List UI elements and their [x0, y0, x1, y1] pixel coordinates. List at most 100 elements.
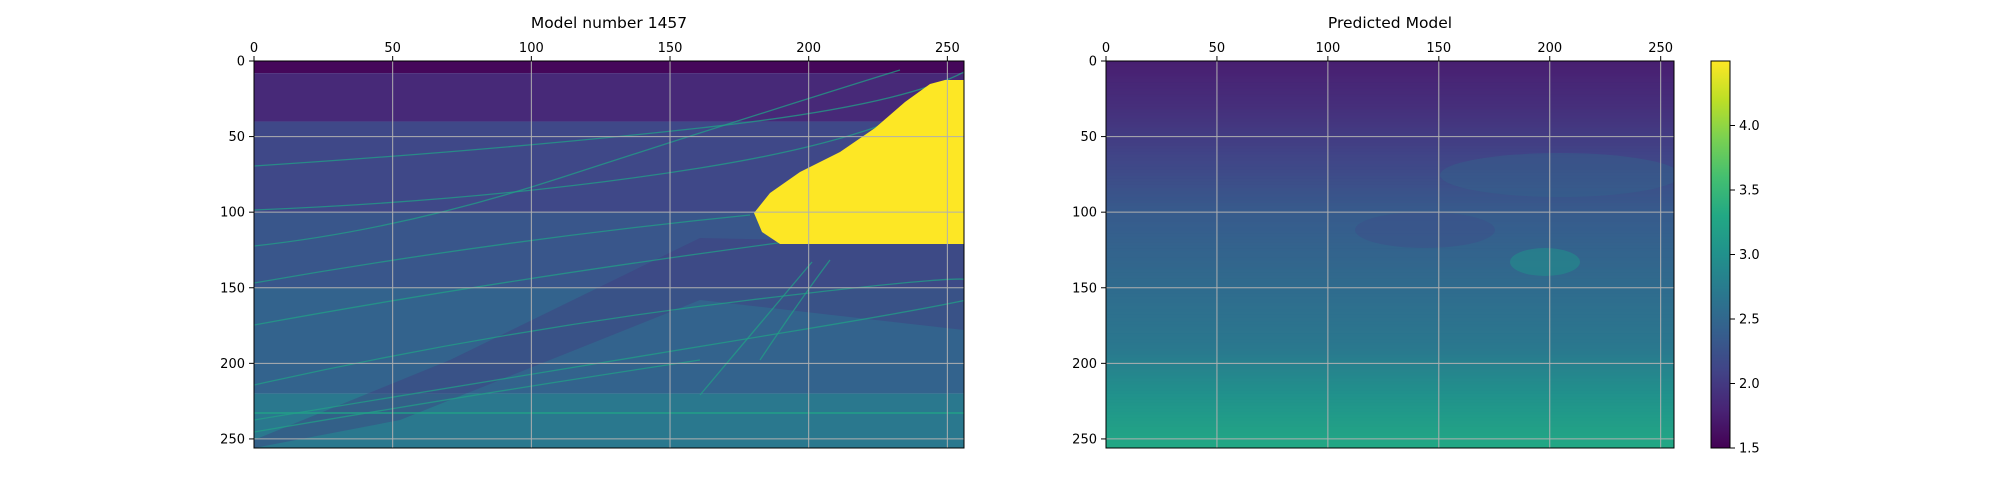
predicted-band — [1106, 230, 1674, 234]
predicted-band — [1106, 142, 1674, 147]
predicted-band — [1106, 178, 1674, 183]
reflector-line — [254, 219, 964, 326]
predicted-band — [1106, 339, 1674, 343]
colorbar-tick-label: 3.0 — [1739, 248, 1760, 263]
reflector-line — [254, 69, 901, 247]
predicted-model-tick-label-x: 250 — [1648, 41, 1673, 56]
predicted-band — [1106, 360, 1674, 364]
predicted-anomaly — [1355, 212, 1495, 248]
predicted-band — [1106, 336, 1674, 340]
predicted-band — [1106, 281, 1674, 286]
predicted-band — [1106, 333, 1674, 337]
predicted-band — [1106, 76, 1674, 80]
predicted-band — [1106, 121, 1674, 126]
predicted-band — [1106, 248, 1674, 253]
predicted-anomaly — [1440, 153, 1674, 197]
predicted-band — [1106, 375, 1674, 380]
predicted-band — [1106, 151, 1674, 156]
predicted-model-tick-label-y: 50 — [1080, 130, 1097, 145]
salt-body — [754, 80, 964, 244]
predicted-band — [1106, 251, 1674, 256]
predicted-band — [1106, 293, 1674, 298]
true-model-heatmap — [254, 61, 964, 448]
predicted-band — [1106, 242, 1674, 247]
predicted-band — [1106, 184, 1674, 189]
predicted-band — [1106, 64, 1674, 68]
predicted-band — [1106, 420, 1674, 425]
true-model-title: Model number 1457 — [531, 14, 687, 32]
predicted-band — [1106, 200, 1674, 204]
predicted-band — [1106, 299, 1674, 304]
reflector-line — [759, 259, 831, 361]
predicted-band — [1106, 272, 1674, 277]
predicted-band — [1106, 275, 1674, 280]
predicted-model-tick-label-x: 200 — [1537, 41, 1562, 56]
predicted-band — [1106, 115, 1674, 120]
predicted-band — [1106, 209, 1674, 213]
true-model-tick-label-y: 250 — [220, 432, 245, 447]
predicted-band — [1106, 236, 1674, 240]
true-model-tick-label-x: 250 — [935, 41, 960, 56]
predicted-band — [1106, 396, 1674, 401]
predicted-band — [1106, 408, 1674, 413]
predicted-band — [1106, 94, 1674, 98]
predicted-band — [1106, 330, 1674, 334]
predicted-band — [1106, 357, 1674, 361]
layer-layer-1 — [254, 73, 964, 122]
predicted-model-frame — [1105, 60, 1675, 449]
predicted-band — [1106, 405, 1674, 410]
predicted-band — [1106, 227, 1674, 231]
predicted-band — [1106, 148, 1674, 153]
predicted-band — [1106, 218, 1674, 222]
colorbar-tick-label: 2.0 — [1739, 377, 1760, 392]
predicted-band — [1106, 130, 1674, 135]
colorbar-tick-label: 3.5 — [1739, 184, 1760, 199]
true-model-tick-label-x: 50 — [384, 41, 401, 56]
colorbar: 1.5 2.0 2.5 3.0 3.5 4.0 — [1710, 60, 1760, 457]
predicted-band — [1106, 369, 1674, 374]
layer-water — [254, 61, 964, 74]
predicted-band — [1106, 317, 1674, 322]
true-model-tick-label-x: 100 — [519, 41, 544, 56]
predicted-band — [1106, 287, 1674, 292]
predicted-band — [1106, 100, 1674, 104]
predicted-band — [1106, 432, 1674, 437]
reflector-line — [254, 287, 964, 421]
reflector-line — [699, 261, 813, 396]
predicted-band — [1106, 233, 1674, 237]
predicted-band — [1106, 311, 1674, 316]
predicted-band — [1106, 112, 1674, 117]
predicted-band — [1106, 91, 1674, 95]
predicted-band — [1106, 97, 1674, 101]
predicted-band — [1106, 245, 1674, 250]
predicted-band — [1106, 438, 1674, 443]
predicted-band — [1106, 411, 1674, 416]
predicted-band — [1106, 327, 1674, 331]
predicted-band — [1106, 390, 1674, 395]
predicted-model-tick-label-x: 0 — [1102, 41, 1110, 56]
predicted-band — [1106, 417, 1674, 422]
true-model-tick-label-y: 0 — [237, 55, 245, 70]
predicted-band — [1106, 79, 1674, 83]
predicted-band — [1106, 366, 1674, 370]
predicted-band — [1106, 221, 1674, 225]
predicted-model-tick-label-x: 100 — [1315, 41, 1340, 56]
predicted-band — [1106, 172, 1674, 177]
predicted-model-tick-label-x: 150 — [1426, 41, 1451, 56]
layer-layer-4 — [254, 287, 964, 394]
predicted-band — [1106, 290, 1674, 295]
predicted-band — [1106, 441, 1674, 446]
predicted-band — [1106, 342, 1674, 346]
predicted-model-tick-label-x: 50 — [1209, 41, 1226, 56]
true-model-frame — [253, 60, 965, 449]
predicted-band — [1106, 387, 1674, 392]
predicted-band — [1106, 345, 1674, 349]
reflector-line — [254, 214, 751, 284]
predicted-band — [1106, 169, 1674, 174]
colorbar-gradient — [1710, 60, 1731, 449]
predicted-band — [1106, 139, 1674, 144]
predicted-anomaly — [1510, 248, 1580, 276]
colorbar-tick-label: 1.5 — [1739, 442, 1760, 457]
true-model-tick-label-x: 200 — [796, 41, 821, 56]
true-model-tick-label-x: 0 — [250, 41, 258, 56]
